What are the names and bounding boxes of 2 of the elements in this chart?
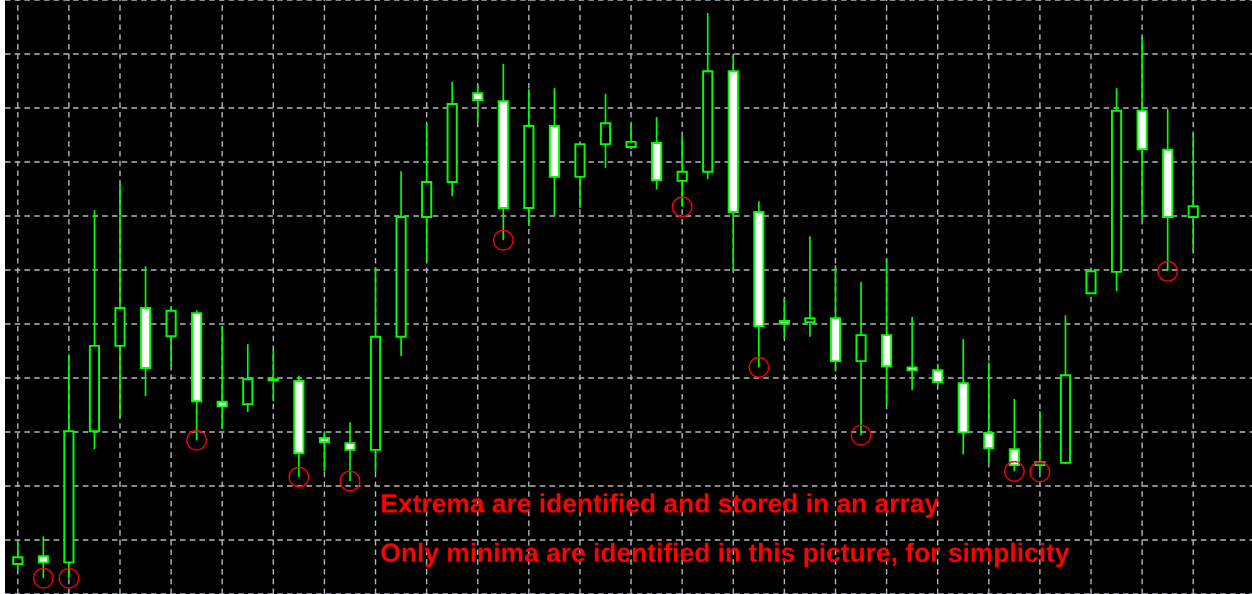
annotation: Extrema are identified and stored in an array bbox=[382, 493, 939, 518]
annotation: Only minima are identified in this picture, for simplicity bbox=[381, 542, 1070, 568]
